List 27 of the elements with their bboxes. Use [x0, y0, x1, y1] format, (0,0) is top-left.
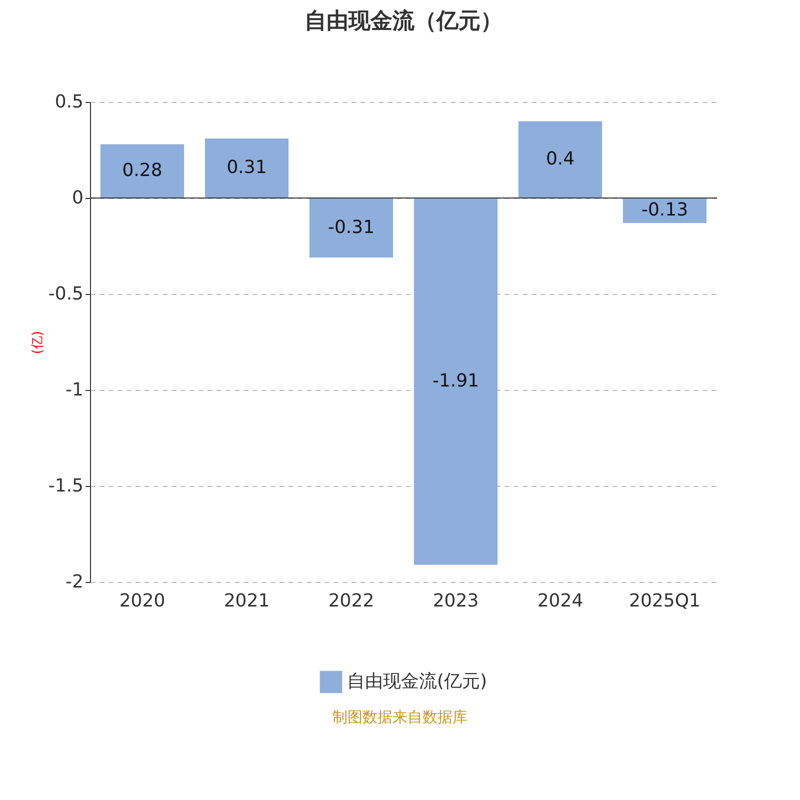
x-tick-label: 2022: [328, 590, 374, 612]
y-tick-label: 0.5: [54, 92, 84, 112]
bar: [518, 121, 602, 198]
x-tick-label: 2025Q1: [629, 590, 700, 612]
y-tick-label: -1: [66, 380, 84, 400]
data-label: 0.31: [226, 157, 267, 178]
y-tick-label: -1.5: [48, 476, 84, 496]
y-tick-label: 0: [72, 188, 84, 208]
bar: [204, 138, 289, 198]
x-tick-label: 2023: [432, 590, 479, 612]
bar: [309, 198, 394, 258]
y-tick-label: -2: [66, 572, 84, 592]
legend-label: 自由现金流(亿元): [347, 671, 488, 692]
data-label: 0.4: [546, 148, 575, 170]
x-tick-label: 2024: [537, 590, 584, 612]
data-label: -1.91: [432, 370, 480, 392]
y-axis-title: (亿): [30, 330, 46, 354]
data-label: -0.31: [328, 216, 375, 238]
x-tick-label: 2021: [224, 590, 270, 612]
y-tick-label: -0.5: [48, 284, 84, 304]
bar: [414, 198, 498, 565]
text: 制图数据来自数据库: [332, 708, 468, 727]
x-tick-label: 2020: [119, 590, 166, 612]
data-label: 0.28: [122, 160, 162, 182]
chart-title: 自由现金流（亿元）: [304, 8, 502, 34]
bar: [100, 144, 184, 198]
data-label: -0.13: [641, 199, 688, 220]
